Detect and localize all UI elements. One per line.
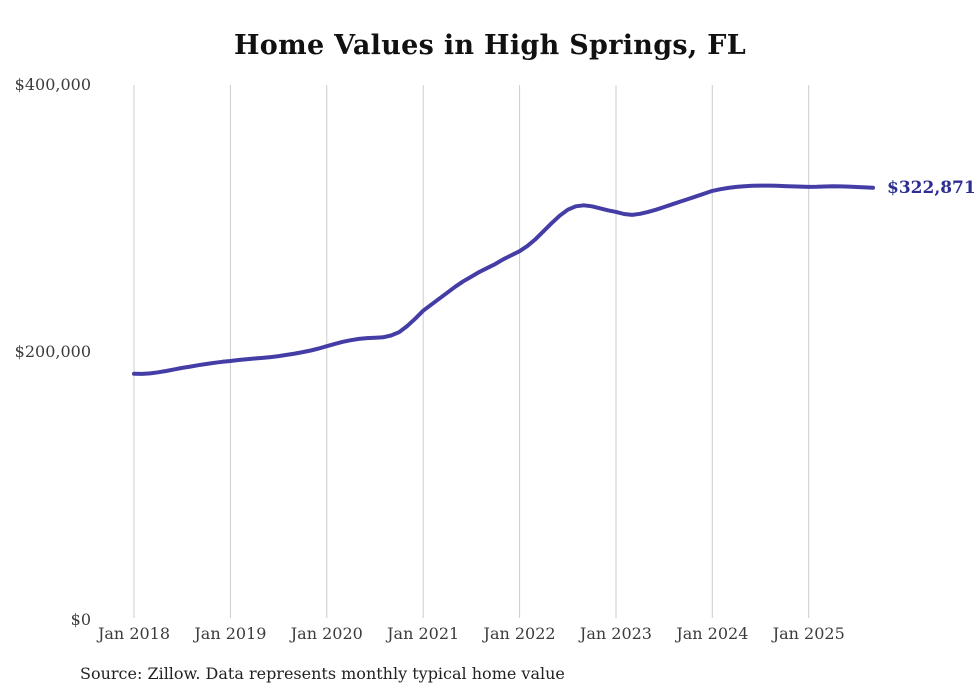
x-tick-label: Jan 2021: [387, 624, 460, 643]
x-tick-label: Jan 2025: [772, 624, 845, 643]
y-tick-label-0: $0: [70, 610, 91, 629]
x-tick-label: Jan 2023: [579, 624, 652, 643]
final-value-label: $322,871: [887, 177, 976, 198]
chart-title: Home Values in High Springs, FL: [233, 30, 747, 61]
x-tick-label: Jan 2018: [97, 624, 171, 643]
source-note: Source: Zillow. Data represents monthly …: [80, 664, 565, 683]
home-value-line: [132, 183, 875, 376]
x-tick-label: Jan 2019: [194, 624, 267, 643]
x-tick-label: Jan 2020: [290, 624, 363, 643]
y-tick-label-400k: $400,000: [14, 75, 91, 94]
y-tick-label-200k: $200,000: [14, 342, 91, 361]
x-tick-label: Jan 2024: [676, 624, 749, 643]
x-tick-label: Jan 2022: [483, 624, 556, 643]
